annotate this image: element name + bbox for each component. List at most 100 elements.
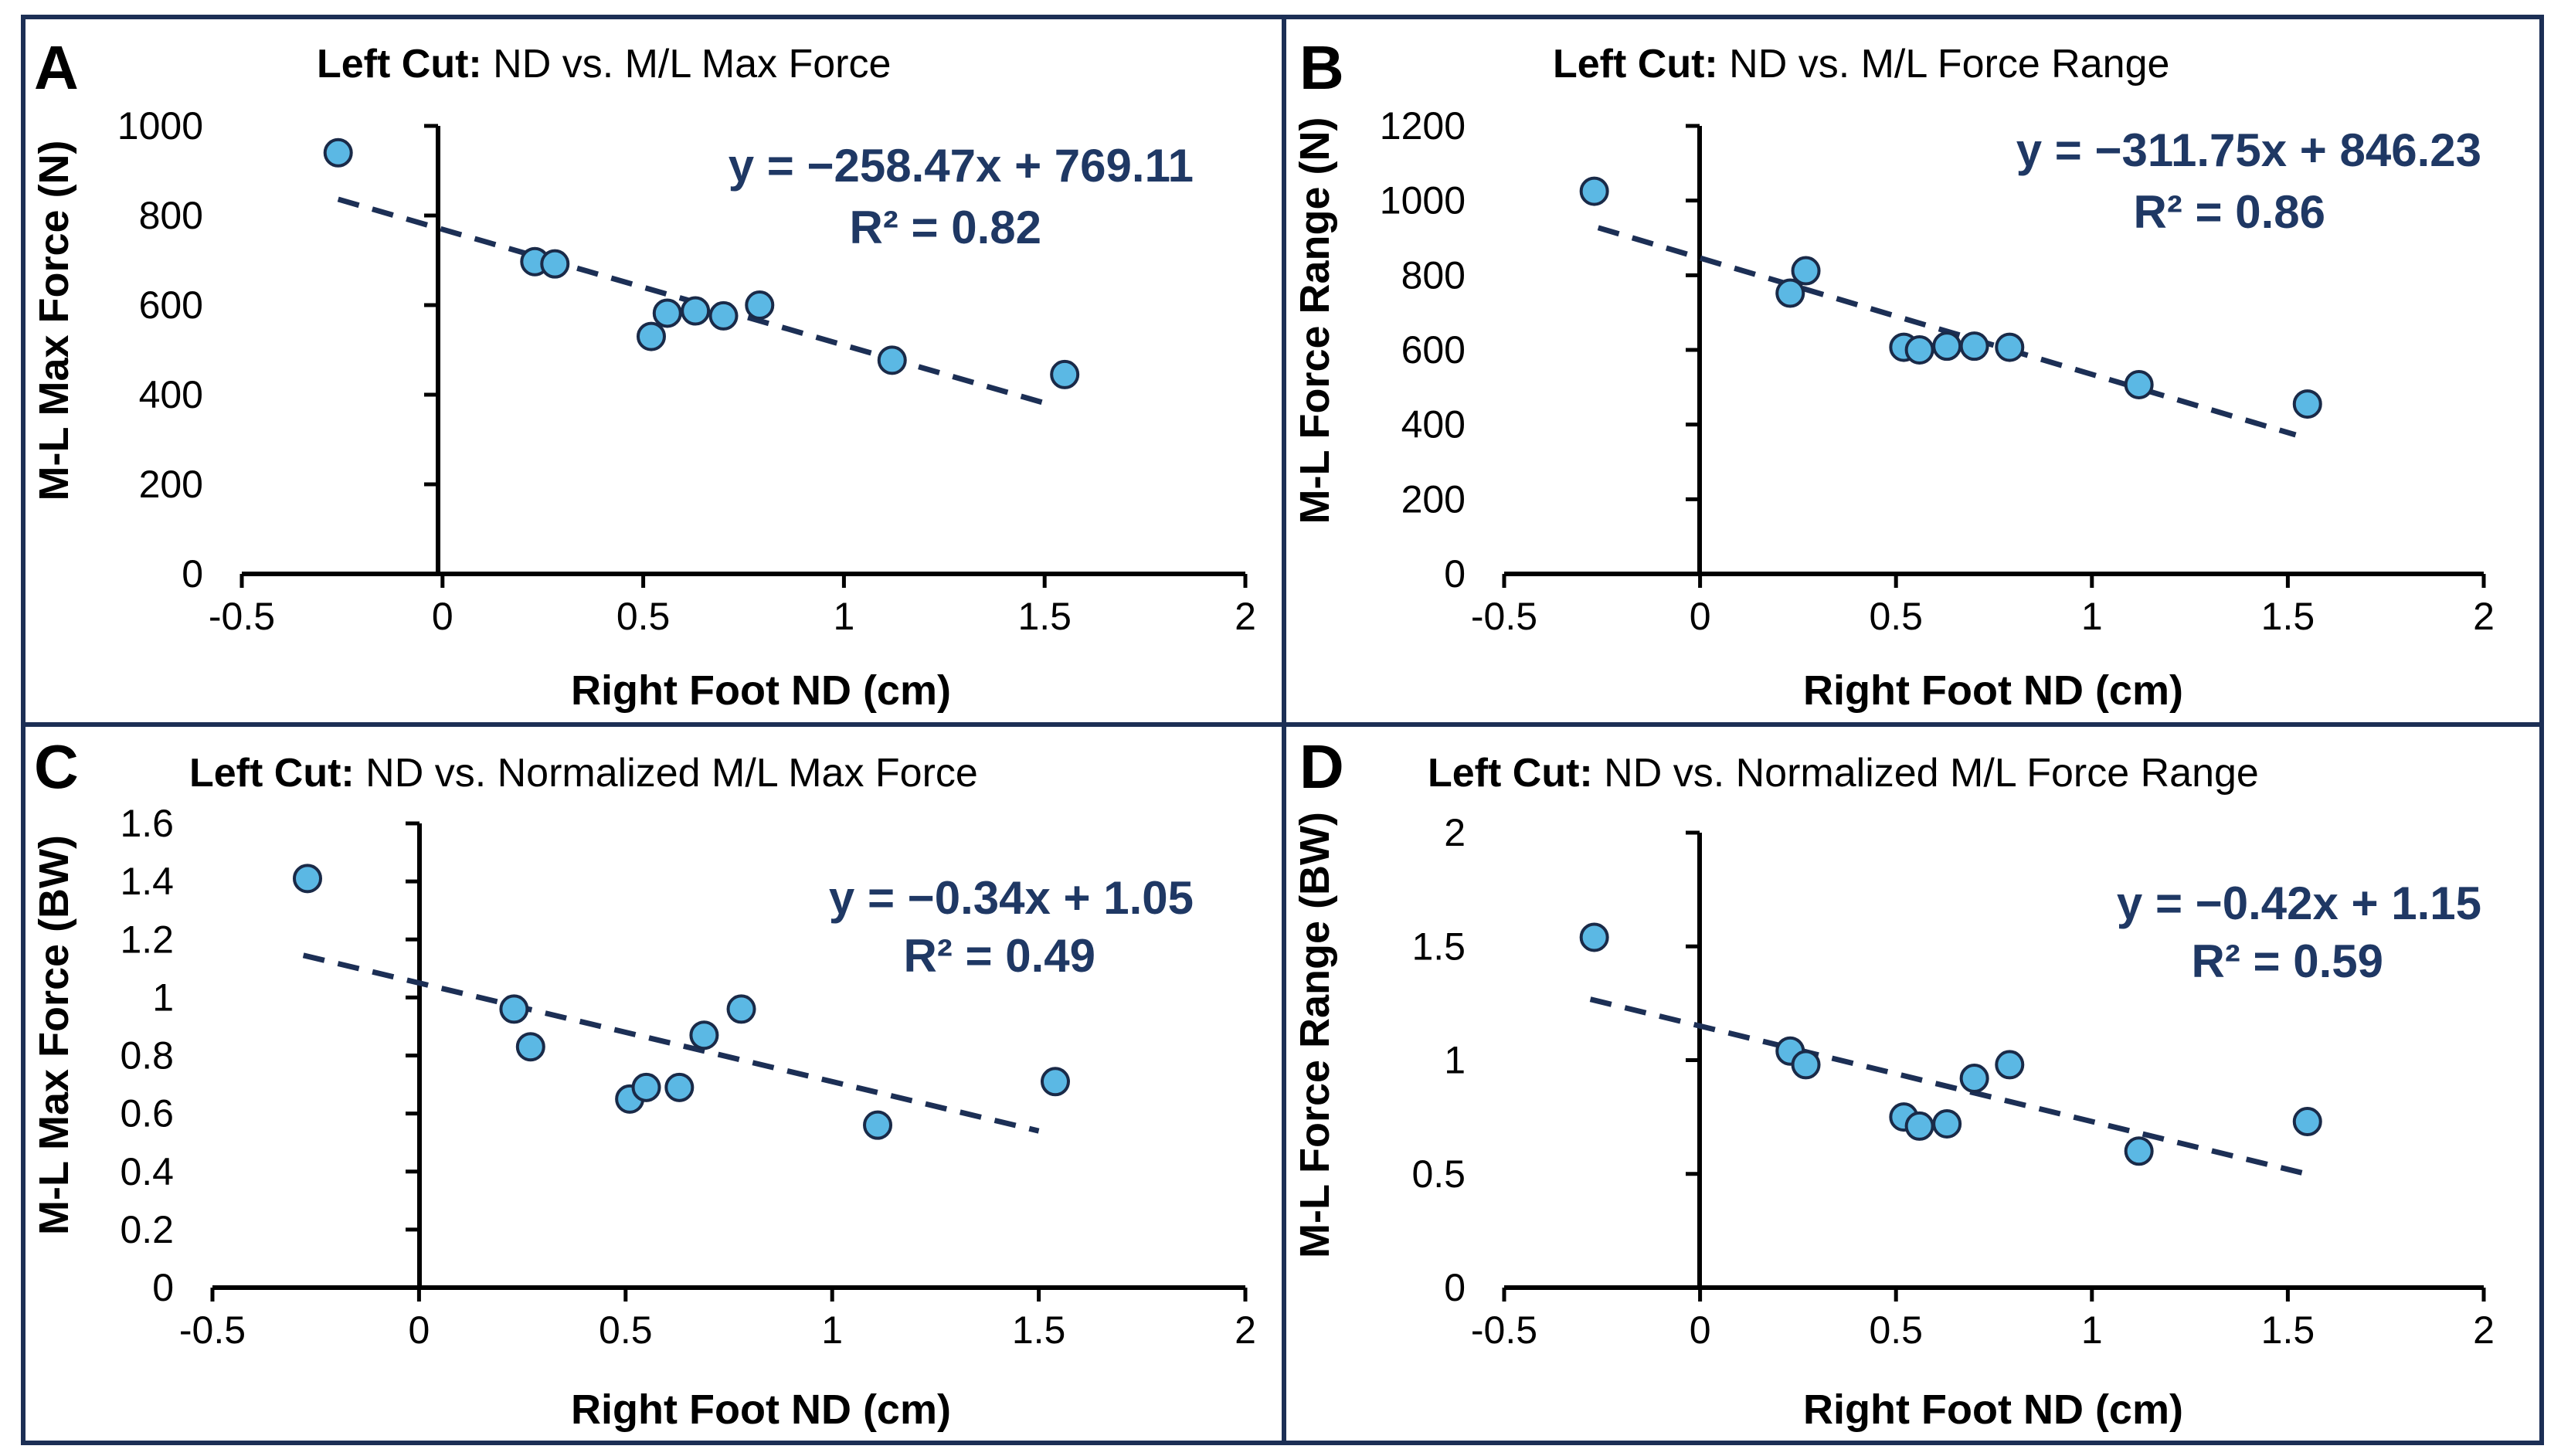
y-ticks: 0 0.2 0.4 0.6 0.8 1 1.2 1.4 1.6 (120, 802, 419, 1309)
trendline-equation: y = −0.42x + 1.15 (2117, 877, 2481, 929)
y-tick-label: 600 (139, 283, 203, 327)
trendline-equation: y = −311.75x + 846.23 (2016, 124, 2481, 176)
y-ticks: 0 200 400 600 800 1000 1200 (1380, 104, 1700, 596)
y-tick-label: 0.2 (120, 1208, 174, 1251)
x-axis-label: Right Foot ND (cm) (571, 667, 951, 714)
trendline-equation: y = −0.34x + 1.05 (829, 872, 1194, 924)
x-ticks: -0.5 0 0.5 1 1.5 2 (179, 1288, 1256, 1352)
x-axis-label: Right Foot ND (cm) (571, 1386, 951, 1433)
y-tick-label: 1.5 (1411, 925, 1466, 968)
y-tick-label: 1 (1444, 1039, 1466, 1082)
y-tick-label: 0 (1444, 552, 1466, 596)
data-point (515, 1032, 545, 1062)
y-tick-label: 0.4 (120, 1150, 174, 1193)
y-tick-label: 200 (1401, 477, 1466, 521)
x-tick-label: 1 (833, 595, 854, 638)
data-point (863, 1110, 893, 1140)
data-points (1579, 922, 2322, 1166)
data-point (1579, 922, 1609, 952)
x-tick-label: -0.5 (209, 595, 275, 638)
r-squared: R² = 0.59 (2192, 935, 2383, 987)
y-tick-label: 0 (1444, 1266, 1466, 1309)
y-tick-label: 1000 (117, 104, 203, 148)
panel-c: C Left Cut: ND vs. Normalized M/L Max For… (31, 732, 1256, 1433)
title-bold: Left Cut: (1428, 751, 1593, 796)
data-point (2124, 369, 2154, 399)
x-tick-label: 1.5 (2261, 595, 2315, 638)
title-rest: ND vs. M/L Force Range (1718, 42, 2170, 87)
x-tick-label: 0 (1690, 1308, 1711, 1352)
data-point (2292, 389, 2322, 419)
data-point (1959, 331, 1989, 361)
title-rest: ND vs. Normalized M/L Max Force (355, 751, 978, 796)
data-point (1904, 335, 1934, 365)
y-tick-label: 400 (1401, 403, 1466, 446)
data-point (1932, 1108, 1962, 1139)
x-axis-label: Right Foot ND (cm) (1803, 1386, 2183, 1433)
x-tick-label: 1.5 (2261, 1308, 2315, 1352)
axes (1504, 126, 2484, 576)
title-bold: Left Cut: (317, 42, 482, 87)
data-point (664, 1072, 695, 1102)
y-tick-label: 1200 (1380, 104, 1466, 148)
x-tick-label: 0 (1690, 595, 1711, 638)
data-point (1040, 1067, 1070, 1097)
x-axis-label: Right Foot ND (cm) (1803, 667, 2183, 714)
title-bold: Left Cut: (189, 751, 355, 796)
data-point (726, 994, 756, 1024)
x-tick-label: 1 (821, 1308, 843, 1352)
data-point (1050, 359, 1080, 389)
panel-b: B Left Cut: ND vs. M/L Force Range-0.5 0 0.… (1292, 33, 2495, 714)
panel-a: A Left Cut: ND vs. M/L Max Force-0.5 0 0.5 1… (31, 33, 1256, 714)
y-tick-label: 0.6 (120, 1092, 174, 1135)
x-tick-label: -0.5 (179, 1308, 246, 1352)
trendline (1597, 225, 2297, 438)
r-squared: R² = 0.86 (2134, 186, 2325, 238)
y-tick-label: 1.6 (120, 802, 174, 845)
panel-letter: D (1299, 732, 1344, 801)
x-tick-label: 0.5 (1869, 595, 1923, 638)
data-point (323, 137, 353, 168)
data-point (1932, 331, 1962, 361)
y-tick-label: 1.2 (120, 918, 174, 961)
y-tick-label: 400 (139, 373, 203, 416)
title-rest: ND vs. M/L Max Force (482, 42, 892, 87)
y-tick-label: 800 (139, 194, 203, 237)
x-tick-label: 1.5 (1012, 1308, 1066, 1352)
x-tick-label: 0.5 (1869, 1308, 1923, 1352)
x-tick-label: -0.5 (1471, 595, 1537, 638)
x-tick-label: 1 (2081, 595, 2103, 638)
data-point (1995, 1050, 2025, 1080)
axes (242, 126, 1245, 576)
data-point (1959, 1064, 1989, 1094)
x-tick-label: 0 (432, 595, 453, 638)
data-point (2292, 1107, 2322, 1137)
chart-title: Left Cut: ND vs. M/L Max Force (317, 42, 891, 87)
trendline-equation: y = −258.47x + 769.11 (729, 140, 1194, 192)
y-tick-label: 2 (1444, 811, 1466, 854)
trendline (1589, 996, 2305, 1176)
data-point (1904, 1111, 1934, 1141)
data-point (1775, 278, 1805, 308)
y-tick-label: 1000 (1380, 179, 1466, 222)
y-axis-label: M-L Max Force (N) (31, 140, 77, 501)
data-point (293, 864, 323, 894)
data-point (1791, 1050, 1821, 1080)
y-tick-label: 0 (182, 552, 203, 596)
x-tick-label: 2 (1235, 1308, 1256, 1352)
x-tick-label: 2 (1235, 595, 1256, 638)
x-tick-label: -0.5 (1471, 1308, 1537, 1352)
data-point (745, 290, 775, 320)
data-point (689, 1020, 719, 1050)
data-point (681, 296, 711, 326)
data-point (877, 345, 907, 375)
panel-letter: C (34, 732, 79, 801)
x-tick-label: 0 (408, 1308, 430, 1352)
chart-title: Left Cut: ND vs. Normalized M/L Force Ra… (1428, 751, 2259, 796)
y-ticks: 0 0.5 1 1.5 2 (1411, 811, 1700, 1309)
data-points (323, 137, 1080, 389)
x-ticks: -0.5 0 0.5 1 1.5 2 (1471, 574, 2495, 638)
panel-letter: A (34, 33, 79, 102)
data-points (1579, 176, 2322, 419)
